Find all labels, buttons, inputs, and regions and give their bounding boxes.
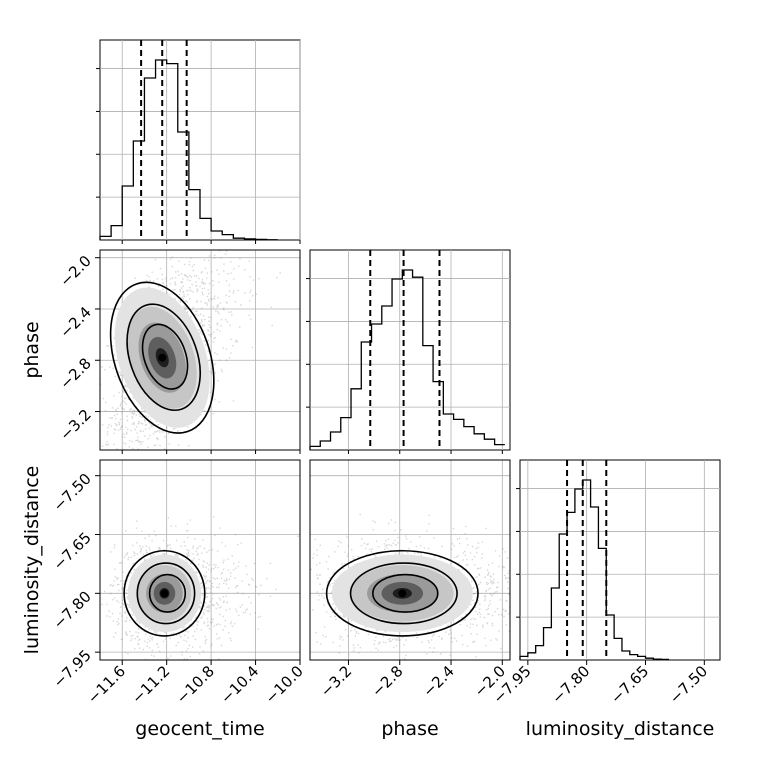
ytick-label-luminosity-distance: −7.95 bbox=[50, 646, 95, 691]
hist-panel-phase bbox=[306, 249, 511, 451]
xtick-label-luminosity-distance: −7.65 bbox=[607, 662, 652, 707]
ytick-label-luminosity-distance: −7.65 bbox=[50, 529, 95, 574]
xtick-label-phase: −3.2 bbox=[317, 662, 355, 700]
density-contour bbox=[141, 323, 189, 390]
xlabel-geocent-time: geocent_time bbox=[135, 718, 264, 740]
panel-background bbox=[100, 460, 300, 660]
xtick-label-geocent-time: −10.8 bbox=[173, 662, 218, 707]
density-peak bbox=[160, 589, 169, 598]
xtick-label-geocent-time: −10.4 bbox=[217, 662, 262, 707]
density-contour bbox=[349, 562, 458, 625]
hist-step-phase bbox=[309, 269, 505, 450]
ylabel-luminosity-distance: luminosity_distance bbox=[21, 466, 43, 655]
ylabel-phase: phase bbox=[21, 321, 43, 378]
density-contour bbox=[148, 573, 187, 613]
xlabel-phase: phase bbox=[381, 718, 438, 740]
density-peak bbox=[398, 589, 407, 598]
ytick-label-phase: −3.2 bbox=[56, 406, 94, 444]
xtick-label-luminosity-distance: −7.80 bbox=[548, 662, 593, 707]
scatter-points bbox=[100, 250, 281, 450]
density-peak bbox=[158, 353, 167, 362]
ytick-label-phase: −2.8 bbox=[56, 354, 94, 392]
xtick-label-geocent-time: −11.2 bbox=[128, 662, 173, 707]
joint-panel-geocent-time-vs-luminosity-distance bbox=[99, 459, 301, 661]
panel-frame bbox=[99, 249, 301, 451]
panel-contents bbox=[310, 460, 510, 660]
hist-panel-geocent-time bbox=[96, 39, 301, 241]
joint-panel-geocent-time-vs-phase bbox=[99, 249, 301, 451]
hist-panel-luminosity-distance bbox=[516, 459, 721, 661]
xtick-label-luminosity-distance: −7.50 bbox=[666, 662, 711, 707]
joint-density-panels bbox=[99, 249, 511, 661]
density-contour bbox=[136, 562, 196, 625]
ytick-label-luminosity-distance: −7.80 bbox=[50, 587, 95, 632]
hist-step-luminosity-distance bbox=[519, 479, 670, 661]
xtick-label-geocent-time: −10.0 bbox=[262, 662, 307, 707]
hist-frame-luminosity-distance bbox=[519, 459, 721, 661]
panel-contents bbox=[100, 250, 300, 450]
xtick-label-geocent-time: −11.6 bbox=[84, 662, 129, 707]
panel-frame bbox=[99, 459, 301, 661]
density-contour bbox=[109, 281, 215, 434]
panel-contents bbox=[100, 460, 300, 660]
joint-panel-phase-vs-luminosity-distance bbox=[309, 459, 511, 661]
xlabel-luminosity-distance: luminosity_distance bbox=[526, 718, 715, 740]
panel-frame bbox=[309, 459, 511, 661]
hist-frame-phase bbox=[309, 249, 511, 451]
density-contour bbox=[325, 549, 479, 637]
ytick-label-phase: −2.4 bbox=[56, 303, 94, 341]
density-contour bbox=[123, 549, 206, 637]
density-contour bbox=[126, 303, 201, 412]
density-contour bbox=[372, 573, 439, 613]
xtick-label-phase: −2.4 bbox=[419, 662, 457, 700]
hist-step-geocent-time bbox=[99, 59, 278, 241]
ytick-label-luminosity-distance: −7.50 bbox=[50, 470, 95, 515]
marginal-histograms bbox=[96, 39, 721, 661]
xtick-label-phase: −2.8 bbox=[368, 662, 406, 700]
ytick-label-phase: −2.0 bbox=[56, 252, 94, 290]
